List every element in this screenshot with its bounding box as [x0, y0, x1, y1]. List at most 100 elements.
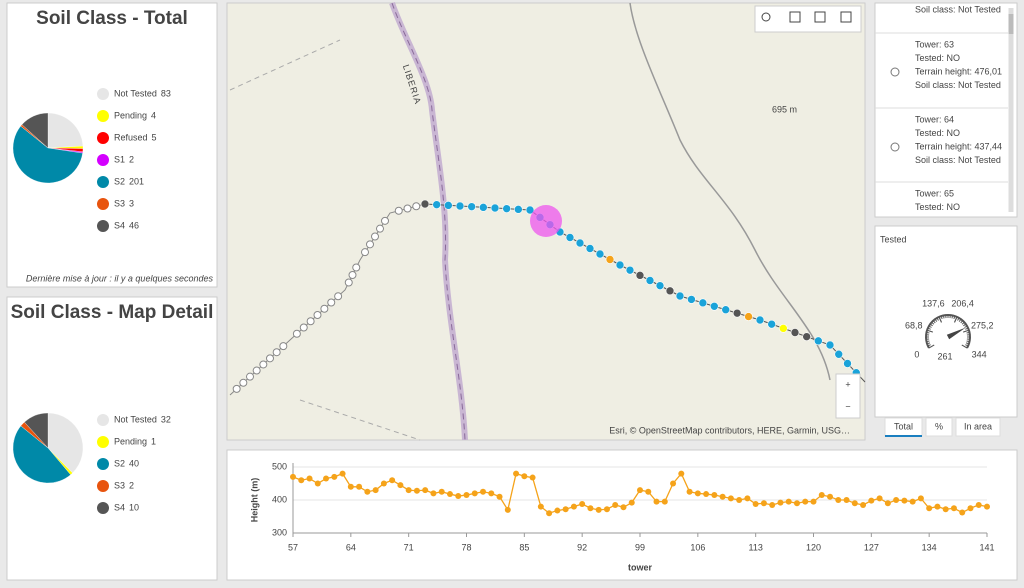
data-point	[893, 497, 900, 503]
map-point[interactable]	[834, 349, 844, 359]
map-point[interactable]	[412, 202, 421, 211]
map-point[interactable]	[376, 224, 384, 233]
map-point[interactable]	[645, 276, 655, 285]
map-point[interactable]	[732, 308, 742, 318]
map-point[interactable]	[352, 263, 361, 272]
map-point[interactable]	[814, 336, 823, 346]
map-point[interactable]	[455, 201, 465, 211]
data-point	[678, 470, 685, 477]
map-point[interactable]	[246, 372, 254, 381]
data-point	[661, 498, 668, 505]
map-point[interactable]	[479, 203, 488, 212]
map-point[interactable]	[514, 205, 523, 214]
map-point[interactable]	[687, 295, 696, 304]
map-point[interactable]	[615, 260, 625, 270]
map-point[interactable]	[239, 378, 248, 387]
data-point	[298, 477, 305, 484]
map-point[interactable]	[525, 205, 535, 215]
map-point[interactable]	[313, 311, 322, 319]
map-point[interactable]	[585, 244, 595, 253]
map-point[interactable]	[266, 354, 274, 363]
map-point[interactable]	[825, 340, 835, 350]
search-icon[interactable]	[761, 12, 771, 22]
map-point[interactable]	[721, 305, 731, 315]
data-point	[926, 505, 933, 512]
radio-button[interactable]	[890, 67, 900, 77]
map-point[interactable]	[432, 200, 441, 209]
legend-swatch	[97, 154, 109, 166]
map-point[interactable]	[320, 304, 329, 313]
map-point[interactable]	[605, 255, 615, 264]
map-point[interactable]	[306, 317, 315, 326]
map-point[interactable]	[327, 298, 336, 307]
gauge-minor-tick	[966, 340, 970, 343]
map-point[interactable]	[371, 232, 379, 241]
data-point	[744, 495, 751, 502]
list-icon[interactable]	[789, 11, 801, 23]
legend-label: Pending	[114, 436, 147, 446]
map-point[interactable]	[843, 359, 852, 368]
map-point[interactable]	[272, 348, 281, 357]
list-line: Soil class: Not Tested	[915, 80, 1001, 90]
data-point	[934, 503, 941, 510]
map-point[interactable]	[279, 342, 288, 351]
map-point[interactable]	[595, 249, 605, 259]
map-point[interactable]	[381, 216, 389, 225]
map-point[interactable]	[575, 238, 585, 248]
data-point	[331, 473, 338, 480]
legend-label: S2	[114, 176, 125, 186]
tab[interactable]	[925, 417, 953, 437]
map-point[interactable]	[361, 248, 369, 257]
map-point[interactable]	[259, 360, 268, 369]
data-point	[785, 498, 792, 505]
map-point[interactable]	[744, 312, 753, 321]
x-tick-label: 113	[748, 542, 762, 552]
map-point[interactable]	[655, 281, 665, 290]
map-point[interactable]	[665, 286, 675, 296]
map-point[interactable]	[444, 201, 453, 210]
map-point[interactable]	[348, 271, 357, 279]
zoom-out[interactable]: −	[845, 401, 850, 411]
map-point[interactable]	[232, 384, 241, 393]
tab-label[interactable]: In area	[964, 421, 992, 431]
map-point[interactable]	[394, 206, 403, 215]
map-point[interactable]	[334, 292, 343, 301]
map-point[interactable]	[565, 233, 575, 242]
map-point[interactable]	[790, 328, 800, 337]
map-point[interactable]	[420, 199, 430, 209]
gauge-minor-tick	[953, 315, 956, 320]
map-point[interactable]	[292, 329, 301, 338]
map-point[interactable]	[252, 366, 261, 375]
data-point	[694, 490, 701, 497]
map-point[interactable]	[299, 323, 308, 332]
map-point[interactable]	[802, 332, 811, 341]
map-point[interactable]	[625, 265, 635, 275]
map-point[interactable]	[403, 204, 412, 213]
tab-label[interactable]: Total	[894, 421, 913, 431]
gauge-minor-tick	[958, 318, 962, 322]
map-point[interactable]	[755, 315, 765, 325]
map-point[interactable]	[467, 202, 476, 211]
map-point[interactable]	[490, 203, 500, 213]
map-point[interactable]	[502, 204, 511, 213]
pie-slice	[21, 112, 49, 149]
map-point[interactable]	[779, 324, 788, 333]
radio-button[interactable]	[890, 142, 900, 152]
map-point[interactable]	[767, 319, 776, 329]
qr-icon[interactable]	[840, 11, 852, 23]
tab-label[interactable]: %	[935, 421, 943, 431]
layers-icon[interactable]	[814, 11, 826, 23]
map-point[interactable]	[698, 298, 708, 308]
map-point[interactable]	[366, 240, 374, 249]
zoom-in[interactable]: +	[845, 379, 850, 389]
data-point	[959, 509, 966, 516]
tab[interactable]	[955, 417, 1001, 437]
gauge-value: 261	[937, 351, 952, 361]
data-point	[579, 500, 586, 507]
data-point	[909, 498, 916, 505]
data-point	[546, 510, 553, 517]
map-point[interactable]	[635, 271, 645, 280]
map-point[interactable]	[344, 278, 353, 287]
map-point[interactable]	[675, 291, 685, 301]
map-point[interactable]	[709, 301, 719, 311]
